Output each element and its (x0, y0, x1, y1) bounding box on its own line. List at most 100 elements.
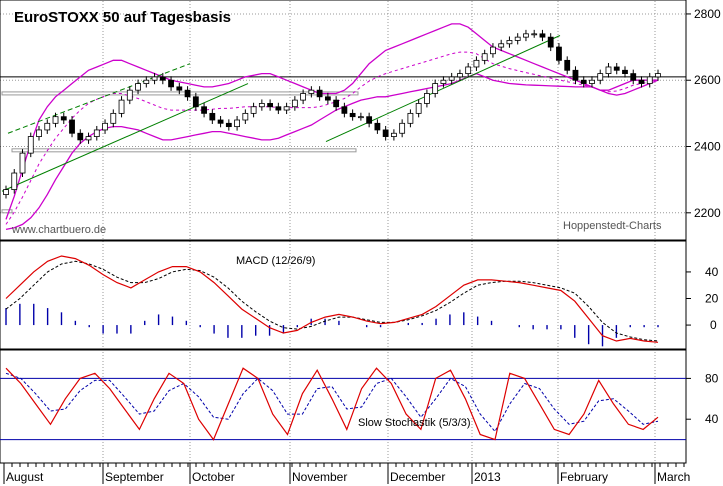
candle-body-43 (357, 116, 364, 119)
grid (0, 1, 686, 462)
candle-body-69 (572, 69, 579, 81)
x-month-label-3: November (292, 470, 347, 484)
candle-body-78 (646, 76, 653, 84)
candle-body-71 (589, 79, 595, 84)
candle-body-53 (440, 79, 447, 84)
candle-body-38 (316, 89, 323, 98)
candle-body-67 (556, 46, 562, 61)
macd-tick-label-20: 20 (705, 292, 719, 306)
candle-body-75 (622, 69, 628, 74)
candle-body-50 (415, 103, 422, 114)
candle-body-70 (580, 79, 587, 84)
candle-body-30 (250, 106, 257, 114)
candle-body-64 (531, 33, 538, 36)
candle-body-1 (11, 172, 18, 190)
candle-body-31 (258, 103, 265, 108)
candle-body-44 (366, 116, 373, 124)
candle-body-45 (374, 122, 381, 131)
candle-body-74 (613, 66, 620, 71)
candle-body-66 (547, 36, 554, 48)
source-left: www.chartbuero.de (11, 224, 106, 236)
candle-body-14 (118, 99, 125, 114)
candle-body-10 (85, 136, 92, 141)
price-tick-label-2800: 2800 (694, 7, 721, 21)
candle-body-47 (390, 132, 397, 137)
macd-tick-label-40: 40 (705, 265, 719, 279)
candle-body-79 (655, 73, 661, 78)
candle-body-39 (324, 96, 331, 101)
candle-body-35 (291, 99, 298, 108)
lower-bollinger-band (5, 72, 659, 231)
candle-body-24 (201, 106, 207, 114)
candle-body-37 (308, 89, 315, 94)
candle-body-54 (448, 76, 455, 81)
x-month-label-7: March (657, 470, 690, 484)
candle-body-29 (242, 112, 249, 121)
candle-body-77 (638, 79, 645, 84)
macd-line (5, 255, 659, 343)
candle-body-23 (192, 96, 199, 108)
candle-body-8 (69, 119, 75, 134)
candle-body-60 (498, 43, 505, 48)
candle-body-3 (27, 136, 34, 154)
trend-line-3 (325, 35, 561, 142)
macd-panel: 40 20 0 (0, 240, 719, 350)
candle-body-33 (275, 106, 282, 111)
candle-body-15 (126, 89, 133, 101)
candle-body-56 (465, 66, 472, 74)
macd-y-axis: 40 20 0 (686, 265, 719, 332)
candle-body-18 (151, 76, 158, 81)
price-panel: 2200 2400 2600 2800 (0, 0, 721, 241)
x-month-label-1: September (105, 470, 164, 484)
x-month-label-4: December (390, 470, 445, 484)
stoch-tick-label-80: 80 (705, 371, 719, 385)
candle-body-73 (605, 66, 612, 74)
candle-body-28 (234, 119, 240, 128)
candle-body-68 (564, 59, 571, 71)
candle-body-51 (424, 93, 430, 104)
candle-body-48 (399, 122, 406, 134)
macd-tick-label-0: 0 (710, 318, 717, 332)
candles (3, 29, 661, 199)
macd-lines (5, 255, 659, 343)
candle-body-25 (209, 112, 216, 121)
candle-body-13 (110, 112, 117, 124)
candle-body-49 (407, 112, 414, 124)
candle-body-36 (300, 93, 307, 101)
chart-title: EuroSTOXX 50 auf Tagesbasis (14, 9, 231, 26)
stoch-tick-label-40: 40 (705, 412, 719, 426)
stochastic-levels (0, 377, 686, 441)
candle-body-57 (473, 59, 480, 68)
candle-body-7 (60, 116, 67, 121)
candle-body-58 (481, 53, 488, 61)
candle-body-5 (44, 122, 51, 131)
candle-body-72 (597, 73, 604, 81)
candle-body-9 (77, 132, 84, 141)
candle-body-12 (102, 122, 108, 131)
candle-body-41 (341, 106, 348, 114)
candle-body-62 (514, 36, 521, 41)
candle-body-32 (267, 103, 274, 108)
candle-body-11 (93, 129, 100, 137)
support-box-1 (1, 91, 359, 96)
moving-average (5, 51, 659, 225)
stoch-k-line (5, 367, 659, 441)
stochastic-lines (5, 367, 659, 441)
candle-body-42 (349, 112, 356, 118)
price-tick-label-2600: 2600 (694, 73, 721, 87)
candle-body-46 (382, 129, 389, 137)
candle-body-76 (630, 73, 637, 81)
x-month-label-2: October (192, 470, 235, 484)
candle-body-21 (176, 86, 183, 91)
candle-body-63 (523, 33, 529, 38)
candle-body-17 (143, 79, 150, 84)
x-month-label-6: February (560, 470, 608, 484)
price-tick-label-2400: 2400 (694, 140, 721, 154)
candle-body-55 (457, 73, 463, 78)
stochastic-panel: 80 40 (0, 349, 719, 464)
support-box-3 (1, 209, 13, 214)
trend-lines (1, 35, 561, 192)
candle-body-27 (225, 122, 232, 128)
x-axis: August September October November December 20… (0, 462, 690, 484)
source-right: Hoppenstedt-Charts (563, 220, 662, 232)
